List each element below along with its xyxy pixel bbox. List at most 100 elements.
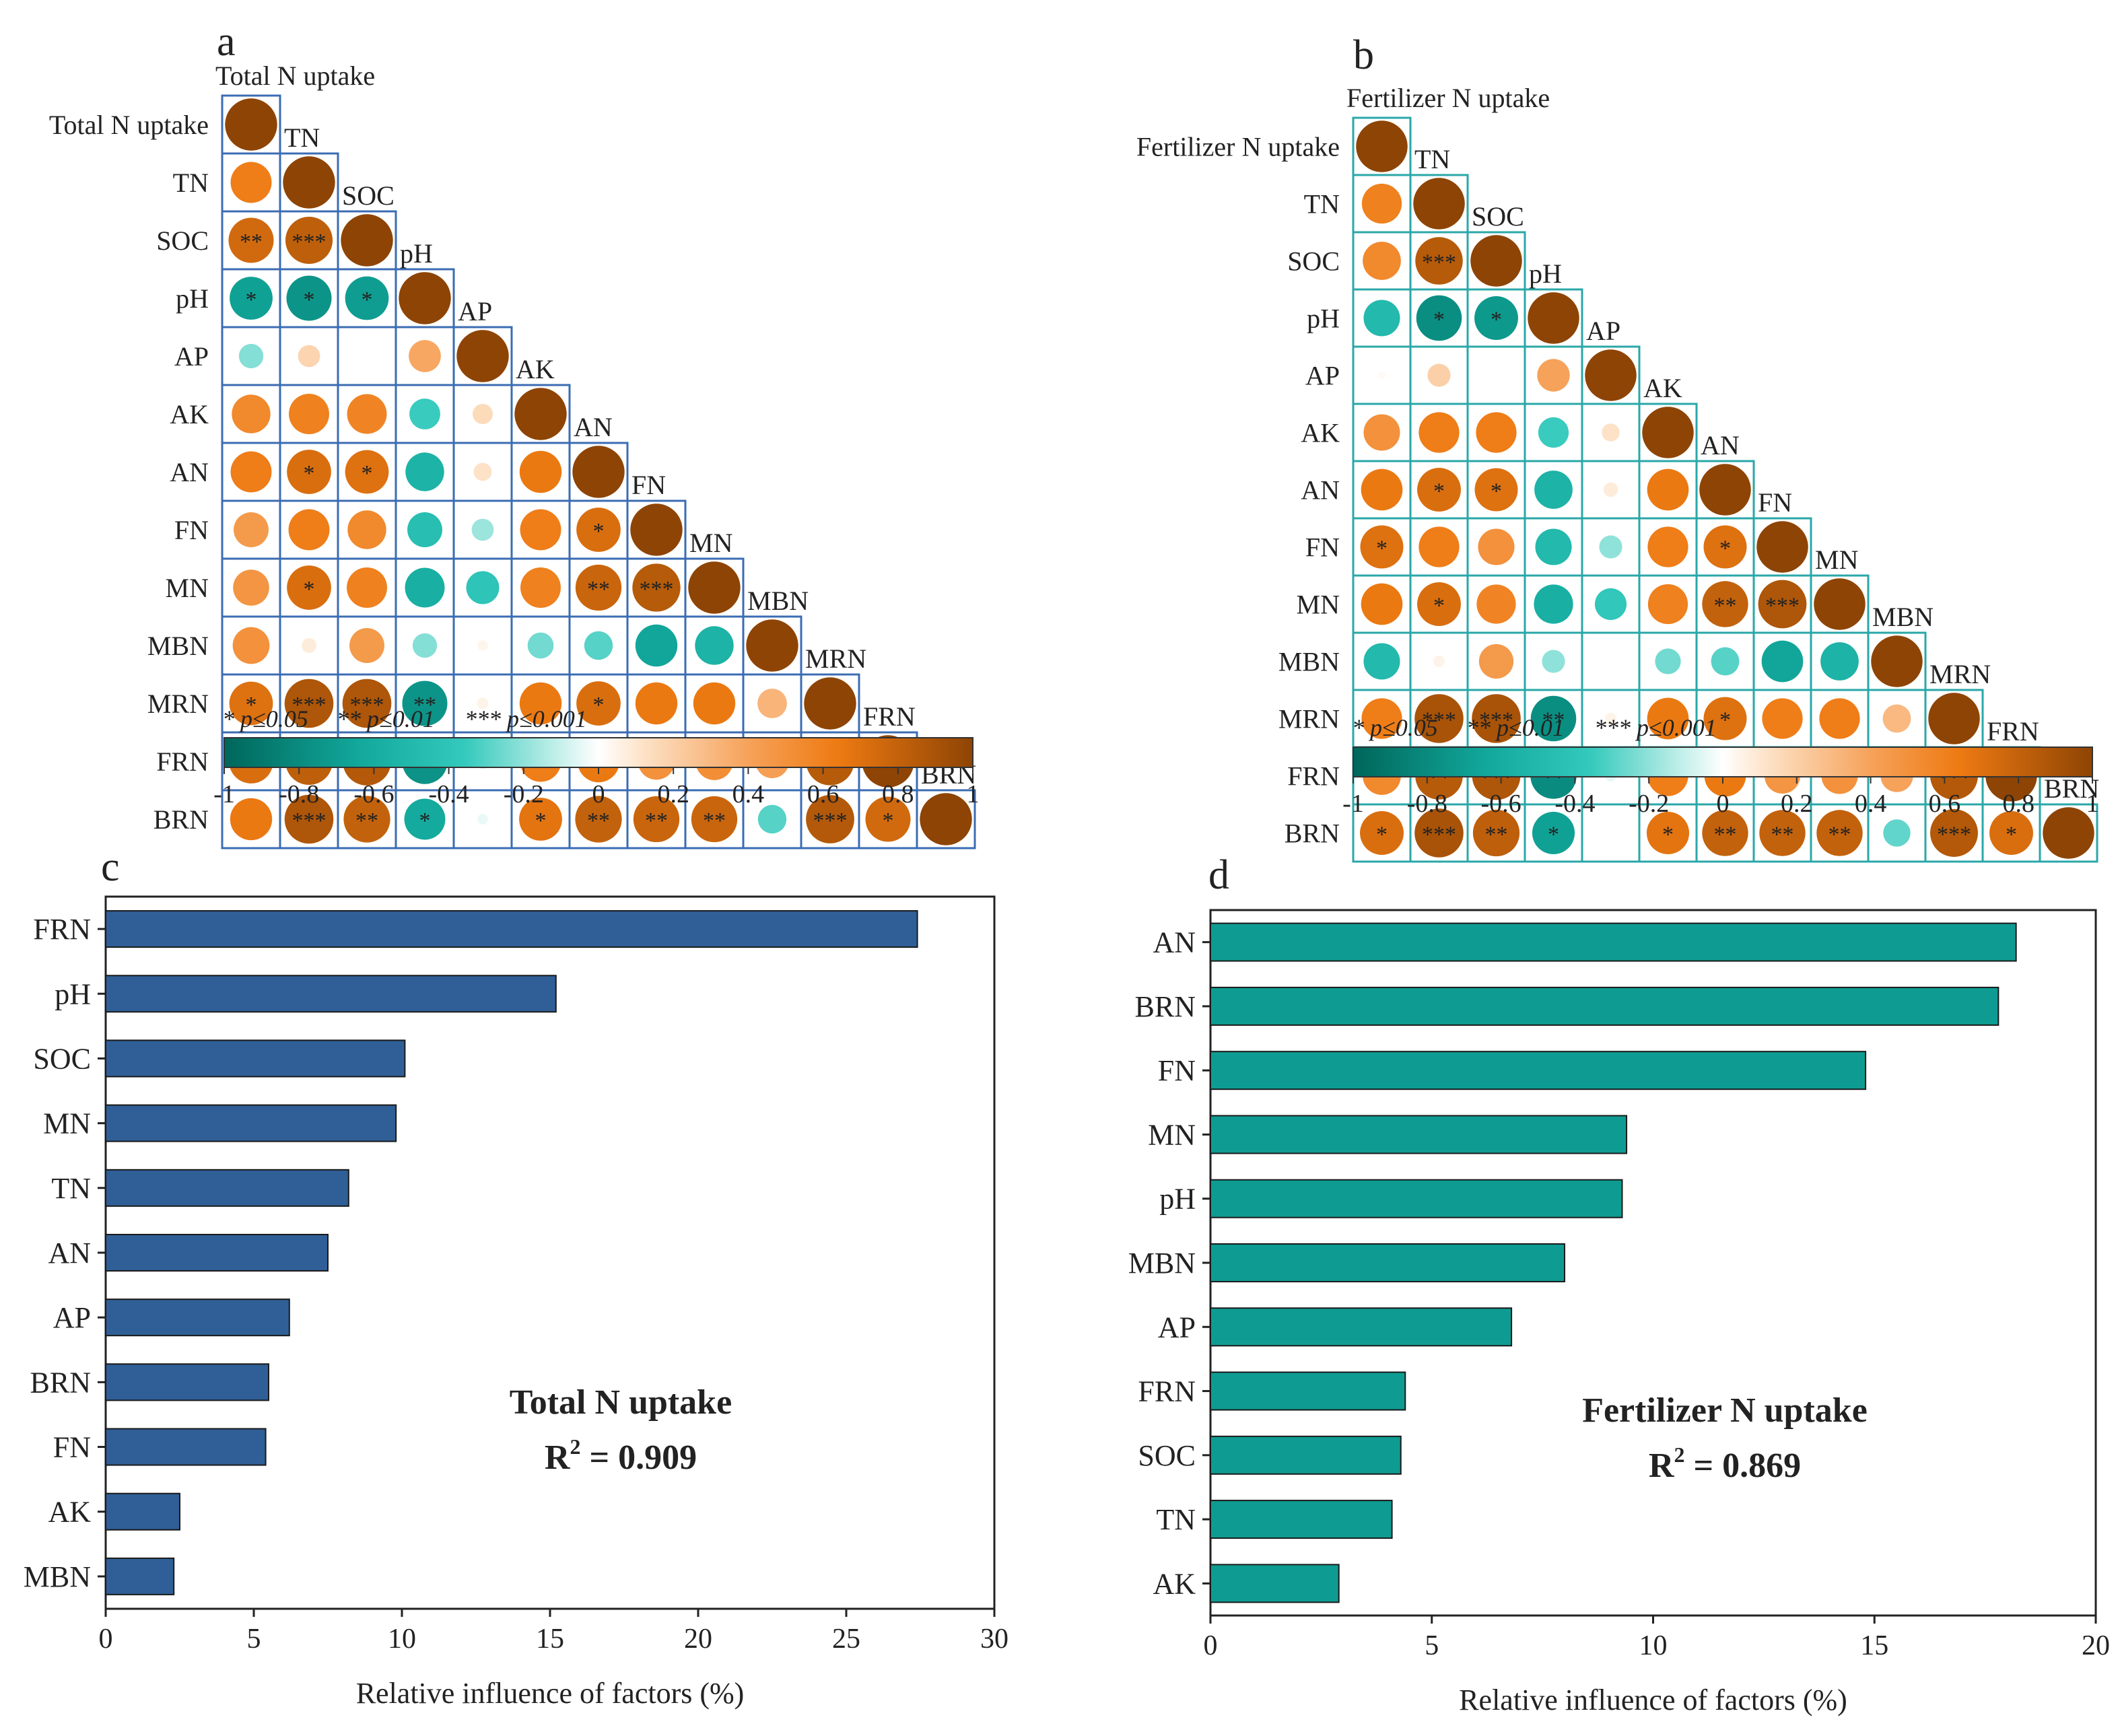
row-label: FN (1305, 532, 1340, 563)
r2-sup-c: 2 (570, 1434, 580, 1459)
category-label: MN (1148, 1118, 1196, 1151)
correlation-circle (1478, 528, 1515, 565)
category-label: AK (1153, 1567, 1196, 1600)
significance-stars: * (1433, 594, 1445, 619)
heatmap-cell: * (1638, 803, 1698, 863)
correlation-circle (632, 563, 681, 612)
correlation-circle (1538, 417, 1569, 448)
heatmap-cell (279, 326, 339, 386)
heatmap-cell: * (1409, 574, 1469, 634)
diagonal-label: MRN (1929, 659, 1991, 689)
colorbar-b: -1 -0.8 -0.6 -0.4 -0.2 0 0.2 0.4 0.6 0.8 1 (1342, 747, 2099, 818)
correlation-circle (1930, 809, 1978, 857)
correlation-circle (1427, 363, 1451, 387)
x-tick-label: 15 (1860, 1630, 1888, 1661)
heatmap-cell (1466, 517, 1526, 577)
heatmap-cell (1352, 116, 1412, 176)
category-label: AN (1153, 926, 1196, 959)
heatmap-cell: * (568, 673, 629, 734)
correlation-circle (1474, 296, 1518, 340)
heatmap-cell: * (1524, 803, 1583, 863)
diagonal-label: AN (1701, 430, 1740, 460)
panel-letter-c: c (101, 844, 120, 890)
heatmap-cell (279, 499, 339, 560)
colorbar-tick-label: 0.6 (1929, 790, 1961, 818)
r2-value-c: = 0.909 (580, 1438, 697, 1477)
heatmap-cell (1352, 574, 1412, 634)
category-label: AK (48, 1496, 91, 1529)
significance-stars: ** (1714, 823, 1737, 847)
diagonal-label: AP (1586, 316, 1620, 346)
bar (1210, 1307, 1513, 1347)
significance-stars: ** (1485, 823, 1508, 847)
correlation-circle (1414, 694, 1464, 743)
diagonal-label: AP (458, 296, 492, 326)
heatmap-cell: ** (221, 210, 281, 271)
heatmap-cell (1810, 631, 1870, 691)
correlation-circle (287, 565, 331, 610)
correlation-circle (1871, 635, 1923, 687)
row-label: SOC (1287, 246, 1340, 277)
colorbar-tick-label: -0.6 (1481, 790, 1521, 818)
heatmap-cell (1638, 460, 1698, 520)
correlation-circle (407, 512, 442, 547)
heatmap-cell (1409, 403, 1469, 462)
diagonal-label: BRN (2044, 773, 2099, 804)
heatmap-cell: *** (1409, 689, 1469, 749)
correlation-circle (1417, 582, 1461, 626)
colorbar-tick-label: 0.2 (657, 780, 689, 808)
correlation-circle (1642, 407, 1694, 458)
heatmap-cell (395, 615, 455, 676)
cell-border (395, 615, 455, 676)
correlation-circle (584, 631, 613, 660)
annotation-d: Fertilizer N uptake R2 = 0.869 (1582, 1391, 1868, 1485)
heatmap-cell (395, 326, 455, 386)
significance-stars: * (362, 461, 373, 486)
heatmap-cell (1409, 345, 1469, 405)
significance-stars: ** (1828, 823, 1851, 847)
correlation-circle (345, 276, 389, 320)
significance-stars: * (1376, 823, 1388, 847)
correlation-circle (230, 162, 272, 203)
correlation-circle (635, 682, 678, 725)
diagonal-label: MBN (747, 586, 809, 616)
correlation-circle (1655, 648, 1681, 674)
colorbar-tick-label: -0.4 (429, 780, 469, 808)
heatmap-cell (1524, 631, 1583, 691)
heatmap-cell (1810, 574, 1870, 634)
annotation-title-c: Total N uptake (510, 1383, 732, 1422)
heatmap-cell (1638, 517, 1698, 577)
correlation-circle (1703, 525, 1747, 569)
heatmap-cell: ** (1695, 803, 1755, 863)
heatmap-cell (1524, 403, 1583, 462)
heatmap-cell: * (1352, 517, 1412, 577)
bar (105, 1234, 329, 1272)
significance-stars: *** (1937, 823, 1971, 847)
heatmap-cell: * (221, 673, 281, 734)
significance-stars: *** (1765, 594, 1800, 619)
correlation-circle (575, 564, 622, 611)
heatmap-cell (337, 557, 397, 618)
panel-letter-a: a (217, 19, 236, 65)
category-label: pH (55, 977, 91, 1010)
colorbar-tick-label: 1 (967, 780, 980, 808)
heatmap-cell: *** (1409, 803, 1469, 863)
colorbar-tick-label: -0.4 (1554, 790, 1595, 818)
panel-letter-d: d (1208, 852, 1229, 898)
correlation-circle (412, 633, 438, 658)
colorbar-tick-label: 0.4 (1855, 790, 1887, 818)
heatmap-cell (1581, 460, 1641, 520)
correlation-circle (289, 394, 329, 434)
correlation-circle (1470, 235, 1522, 287)
correlation-circle (865, 796, 911, 842)
heatmap-cell (1352, 689, 1412, 749)
significance-stars: * (1719, 536, 1731, 561)
heatmap-cell: * (1466, 288, 1526, 348)
heatmap-cell (221, 789, 281, 849)
bar (105, 1557, 175, 1595)
correlation-circle (232, 394, 271, 433)
significance-legend-a: * p≤0.05 ** p≤0.01 *** p≤0.001 (222, 705, 587, 732)
correlation-circle (409, 340, 441, 372)
heatmap-cell (1752, 517, 1812, 577)
